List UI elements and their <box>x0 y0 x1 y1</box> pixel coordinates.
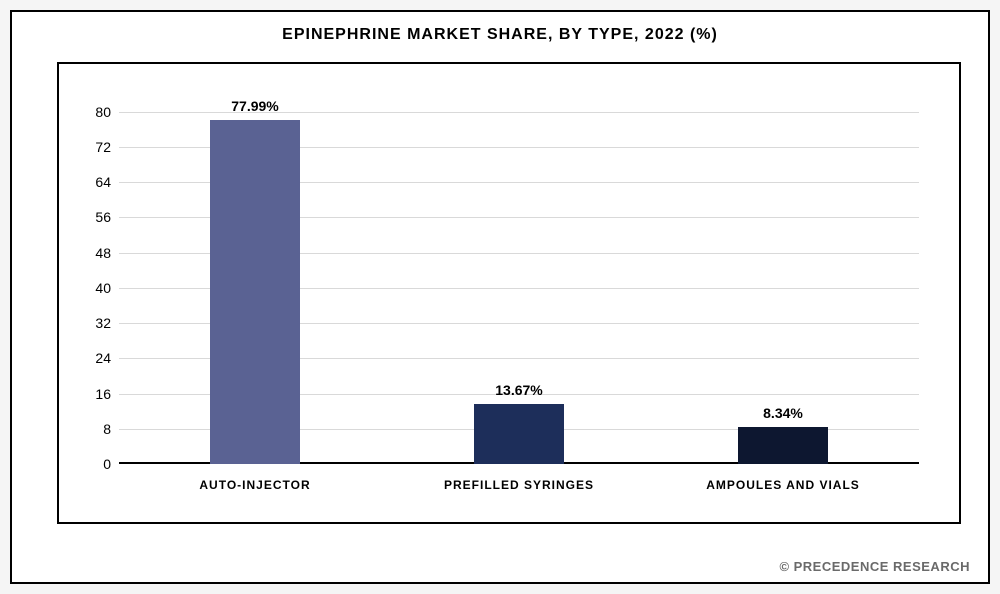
x-tick-label: PREFILLED SYRINGES <box>389 464 649 492</box>
y-tick-label: 0 <box>79 456 111 472</box>
y-tick-label: 40 <box>79 280 111 296</box>
chart-title: EPINEPHRINE MARKET SHARE, BY TYPE, 2022 … <box>12 12 988 52</box>
bar: 77.99%AUTO-INJECTOR <box>210 120 300 464</box>
x-tick-label: AUTO-INJECTOR <box>125 464 385 492</box>
x-tick-label: AMPOULES AND VIALS <box>653 464 913 492</box>
y-tick-label: 64 <box>79 174 111 190</box>
y-tick-label: 32 <box>79 315 111 331</box>
y-tick-label: 56 <box>79 209 111 225</box>
y-tick-label: 8 <box>79 421 111 437</box>
plot-area: 0816243240485664728077.99%AUTO-INJECTOR1… <box>119 94 919 464</box>
bar-value-label: 13.67% <box>419 382 619 398</box>
credit-text: © PRECEDENCE RESEARCH <box>779 559 970 574</box>
bar-value-label: 77.99% <box>155 98 355 114</box>
y-tick-label: 80 <box>79 104 111 120</box>
y-tick-label: 16 <box>79 386 111 402</box>
y-tick-label: 48 <box>79 245 111 261</box>
chart-outer-frame: EPINEPHRINE MARKET SHARE, BY TYPE, 2022 … <box>10 10 990 584</box>
bar: 8.34%AMPOULES AND VIALS <box>738 427 828 464</box>
bar: 13.67%PREFILLED SYRINGES <box>474 404 564 464</box>
bar-value-label: 8.34% <box>683 405 883 421</box>
y-tick-label: 24 <box>79 350 111 366</box>
y-tick-label: 72 <box>79 139 111 155</box>
chart-inner-frame: 0816243240485664728077.99%AUTO-INJECTOR1… <box>57 62 961 524</box>
